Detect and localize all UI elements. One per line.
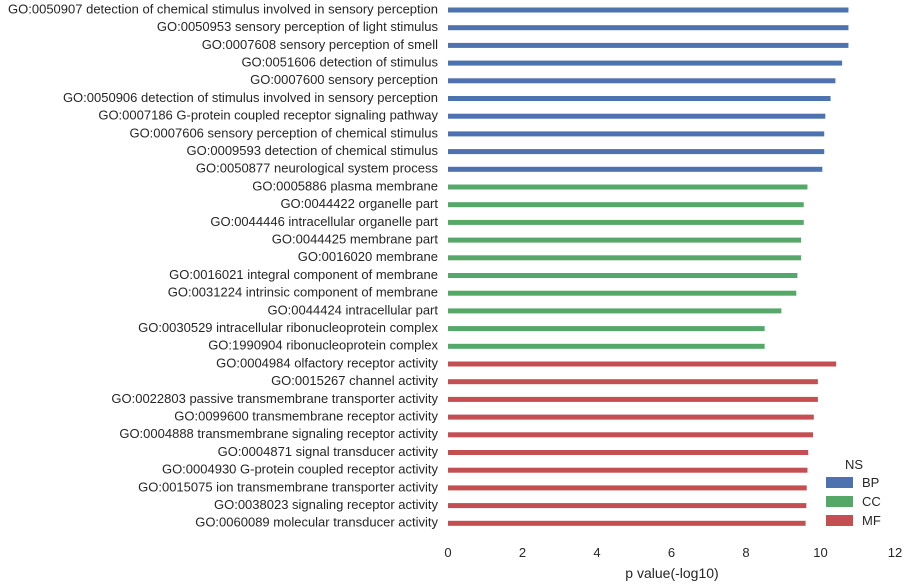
category-label-5: GO:0007600 sensory perception: [250, 72, 438, 87]
legend-label-cc: CC: [862, 494, 881, 509]
bar-22: [448, 379, 818, 385]
category-label-27: GO:0004930 G-protein coupled receptor ac…: [162, 462, 439, 477]
bar-23: [448, 396, 818, 402]
x-axis-title: p value(-log10): [625, 565, 718, 581]
bar-20: [448, 343, 765, 349]
bar-11: [448, 184, 808, 190]
bar-7: [448, 113, 826, 119]
category-label-25: GO:0004888 transmembrane signaling recep…: [119, 426, 438, 441]
bar-6: [448, 96, 831, 101]
bar-4: [448, 60, 843, 66]
category-label-29: GO:0038023 signaling receptor activity: [214, 497, 439, 512]
bar-26: [448, 450, 809, 455]
bar-28: [448, 485, 807, 491]
bar-1: [448, 7, 849, 13]
category-label-12: GO:0044422 organelle part: [280, 196, 438, 211]
x-tick-label-8: 8: [742, 545, 749, 560]
category-label-16: GO:0016021 integral component of membran…: [169, 267, 438, 282]
bar-27: [448, 467, 808, 473]
category-label-8: GO:0007606 sensory perception of chemica…: [129, 125, 438, 140]
category-label-3: GO:0007608 sensory perception of smell: [202, 37, 438, 52]
category-label-30: GO:0060089 molecular transducer activity: [195, 515, 438, 530]
bar-17: [448, 290, 797, 296]
category-label-26: GO:0004871 signal transducer activity: [218, 444, 439, 459]
legend-label-mf: MF: [862, 513, 881, 528]
bar-21: [448, 361, 837, 367]
bar-30: [448, 520, 806, 526]
x-tick-label-6: 6: [668, 545, 675, 560]
category-label-11: GO:0005886 plasma membrane: [252, 178, 438, 193]
legend-swatch-mf: [826, 515, 853, 526]
category-label-13: GO:0044446 intracellular organelle part: [210, 214, 438, 229]
category-label-24: GO:0099600 transmembrane receptor activi…: [174, 409, 438, 424]
category-label-19: GO:0030529 intracellular ribonucleoprote…: [138, 320, 438, 335]
category-label-9: GO:0009593 detection of chemical stimulu…: [187, 143, 439, 158]
bar-3: [448, 42, 849, 48]
category-label-18: GO:0044424 intracellular part: [267, 302, 438, 317]
category-label-10: GO:0050877 neurological system process: [196, 161, 439, 176]
bar-8: [448, 131, 825, 137]
category-label-21: GO:0004984 olfactory receptor activity: [216, 355, 438, 370]
category-label-6: GO:0050906 detection of stimulus involve…: [63, 90, 438, 105]
category-label-20: GO:1990904 ribonucleoprotein complex: [208, 338, 438, 353]
bars-group: [448, 7, 849, 526]
bar-18: [448, 308, 782, 314]
x-tick-label-0: 0: [444, 545, 451, 560]
bar-19: [448, 326, 765, 332]
category-label-28: GO:0015075 ion transmembrane transporter…: [138, 479, 438, 494]
bar-13: [448, 219, 804, 225]
x-tick-label-2: 2: [519, 545, 526, 560]
category-label-4: GO:0051606 detection of stimulus: [241, 55, 438, 70]
legend-label-bp: BP: [862, 475, 879, 490]
legend: NS BP CC MF: [826, 457, 881, 528]
category-label-15: GO:0016020 membrane: [298, 249, 438, 264]
legend-swatch-bp: [826, 477, 853, 488]
category-label-2: GO:0050953 sensory perception of light s…: [157, 19, 439, 34]
bar-10: [448, 166, 823, 172]
category-label-7: GO:0007186 G-protein coupled receptor si…: [98, 108, 438, 123]
legend-title: NS: [845, 457, 863, 472]
category-label-1: GO:0050907 detection of chemical stimulu…: [8, 1, 438, 16]
bar-29: [448, 503, 807, 509]
category-label-22: GO:0015267 channel activity: [271, 373, 438, 388]
category-label-23: GO:0022803 passive transmembrane transpo…: [111, 391, 438, 406]
bar-24: [448, 414, 814, 420]
legend-swatch-cc: [826, 496, 853, 507]
x-tick-labels-group: 0 2 4 6 8 10 12: [444, 545, 902, 560]
category-label-17: GO:0031224 intrinsic component of membra…: [168, 285, 438, 300]
bar-15: [448, 255, 802, 261]
x-tick-label-12: 12: [888, 545, 902, 560]
bar-25: [448, 432, 814, 438]
category-labels-group: GO:0050907 detection of chemical stimulu…: [8, 1, 438, 529]
bar-9: [448, 149, 825, 155]
bar-2: [448, 25, 849, 31]
bar-16: [448, 273, 798, 278]
x-tick-label-10: 10: [813, 545, 827, 560]
bar-12: [448, 202, 804, 208]
bar-5: [448, 78, 836, 84]
x-tick-label-4: 4: [593, 545, 600, 560]
category-label-14: GO:0044425 membrane part: [272, 232, 439, 247]
bar-14: [448, 237, 802, 243]
